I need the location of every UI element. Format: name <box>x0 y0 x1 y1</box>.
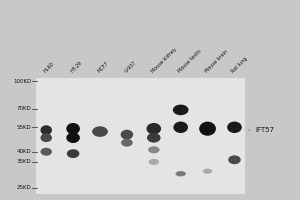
Text: HT-29: HT-29 <box>70 60 83 74</box>
Text: 35KD: 35KD <box>16 159 31 164</box>
Text: 25KD: 25KD <box>16 185 31 190</box>
Text: 70KD: 70KD <box>16 106 31 111</box>
Ellipse shape <box>227 122 242 133</box>
Ellipse shape <box>173 105 188 115</box>
Ellipse shape <box>173 122 188 133</box>
Ellipse shape <box>228 155 241 164</box>
Ellipse shape <box>92 126 108 137</box>
Text: 55KD: 55KD <box>16 125 31 130</box>
Ellipse shape <box>66 123 80 134</box>
Text: Mouse testis: Mouse testis <box>177 49 203 74</box>
Ellipse shape <box>203 169 212 174</box>
Text: MCF7: MCF7 <box>97 61 110 74</box>
Ellipse shape <box>146 123 161 134</box>
Text: Mouse brain: Mouse brain <box>204 49 229 74</box>
Ellipse shape <box>121 130 133 139</box>
Ellipse shape <box>199 122 216 136</box>
Ellipse shape <box>67 149 80 158</box>
Ellipse shape <box>40 148 52 156</box>
Text: U-937: U-937 <box>123 60 137 74</box>
Text: IFT57: IFT57 <box>249 127 274 133</box>
Ellipse shape <box>121 139 133 147</box>
Text: 40KD: 40KD <box>16 149 31 154</box>
Ellipse shape <box>40 125 52 135</box>
Text: Rat lung: Rat lung <box>231 56 249 74</box>
Ellipse shape <box>176 171 186 176</box>
FancyBboxPatch shape <box>36 78 245 194</box>
Text: Mouse kidney: Mouse kidney <box>150 46 178 74</box>
Text: 100KD: 100KD <box>13 79 31 84</box>
Ellipse shape <box>40 133 52 142</box>
Ellipse shape <box>148 146 160 153</box>
Text: HL60: HL60 <box>43 61 55 74</box>
Ellipse shape <box>148 159 159 165</box>
Ellipse shape <box>66 132 80 143</box>
Ellipse shape <box>147 133 160 143</box>
